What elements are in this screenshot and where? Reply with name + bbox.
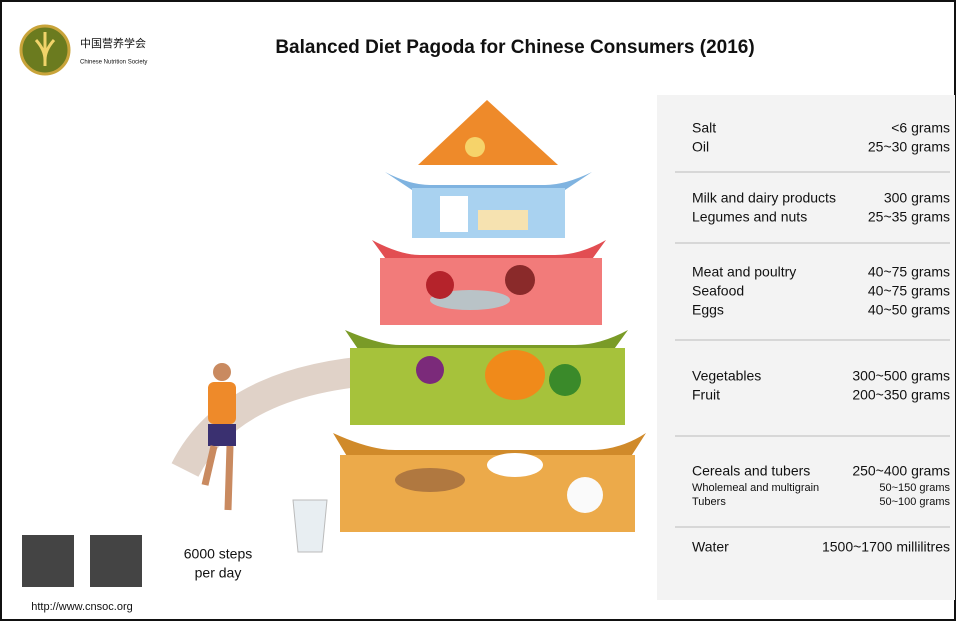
activity-line: 6000 steps: [184, 546, 253, 562]
food-name: Oil: [692, 139, 709, 155]
food-amount: 200~350 grams: [852, 387, 950, 403]
page: 中国营养学会 Chinese Nutrition Society Balance…: [0, 0, 956, 626]
food: [485, 350, 545, 400]
runner-shirt: [208, 382, 236, 424]
food-name: Fruit: [692, 387, 720, 403]
runner-head: [213, 363, 231, 381]
infographic: 中国营养学会 Chinese Nutrition Society Balance…: [0, 0, 956, 621]
runner-shorts: [208, 424, 236, 446]
food-amount: 40~50 grams: [868, 302, 950, 318]
food-name: Cereals and tubers: [692, 463, 810, 479]
food-name: Eggs: [692, 302, 724, 318]
activity-line: per day: [195, 565, 242, 581]
food-subname: Tubers: [692, 496, 726, 508]
food-amount: 40~75 grams: [868, 264, 950, 280]
food-amount: 25~30 grams: [868, 139, 950, 155]
food-amount: 250~400 grams: [852, 463, 950, 479]
food-name: Legumes and nuts: [692, 209, 807, 225]
website: http://www.cnsoc.org: [31, 601, 133, 613]
food: [426, 271, 454, 299]
food-amount: 300~500 grams: [852, 368, 950, 384]
food-amount: 25~35 grams: [868, 209, 950, 225]
food-subname: Wholemeal and multigrain: [692, 482, 819, 494]
food-subamount: 50~150 grams: [879, 482, 950, 494]
qr-code: [22, 535, 74, 587]
food-amount: 300 grams: [884, 190, 950, 206]
water-glass: [293, 500, 327, 552]
food: [505, 265, 535, 295]
org-en: Chinese Nutrition Society: [80, 60, 147, 66]
food-name: Seafood: [692, 283, 744, 299]
food: [465, 137, 485, 157]
food-name: Meat and poultry: [692, 264, 796, 280]
tier-produce: [350, 348, 625, 425]
food-amount: 40~75 grams: [868, 283, 950, 299]
qr-code: [90, 535, 142, 587]
food-name: Salt: [692, 120, 716, 136]
food-name: Milk and dairy products: [692, 190, 836, 206]
food-amount: 1500~1700 millilitres: [822, 539, 950, 555]
food: [395, 468, 465, 492]
food: [487, 453, 543, 477]
food: [567, 477, 603, 513]
food-subamount: 50~100 grams: [879, 496, 950, 508]
food: [549, 364, 581, 396]
food-name: Vegetables: [692, 368, 761, 384]
food-amount: <6 grams: [891, 120, 950, 136]
org-cn: 中国营养学会: [80, 36, 146, 50]
food: [478, 210, 528, 230]
food-name: Water: [692, 539, 729, 555]
food: [440, 196, 468, 232]
title: Balanced Diet Pagoda for Chinese Consume…: [275, 37, 754, 58]
legend-panel: [657, 95, 955, 600]
food: [416, 356, 444, 384]
